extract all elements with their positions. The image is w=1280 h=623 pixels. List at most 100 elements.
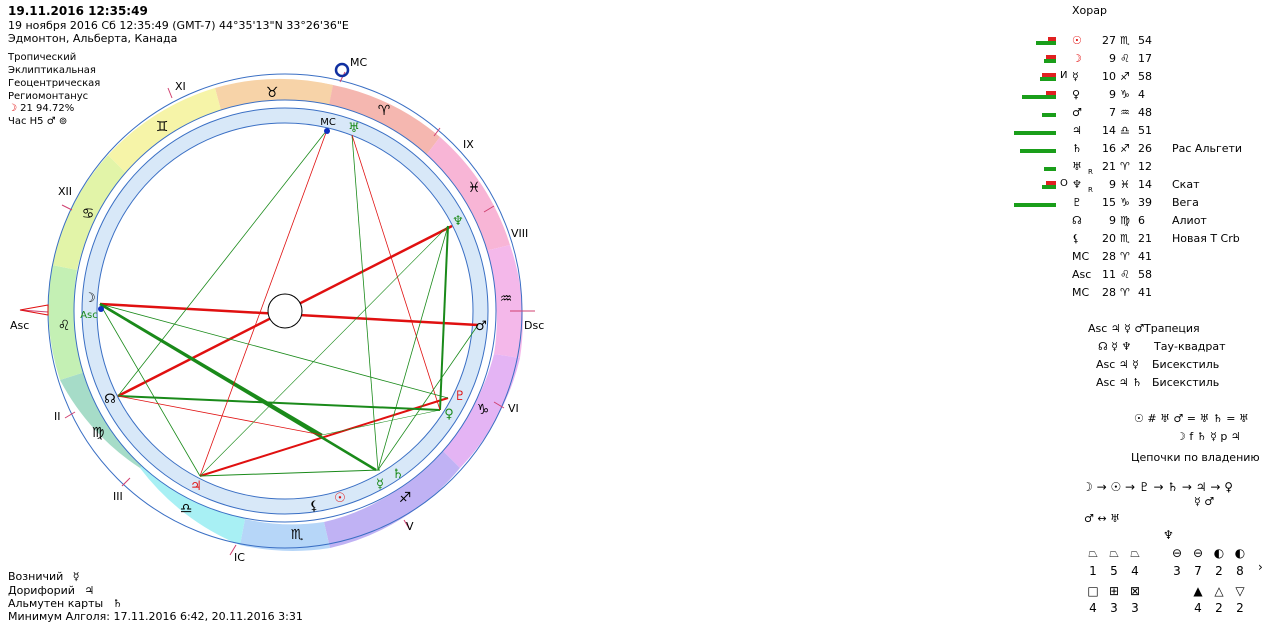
mutual-reception: ♂ ↔ ♅ <box>1084 512 1120 525</box>
ownership-chain: ☽ → ☉ → ♇ → ♄ → ♃ → ♀ <box>1082 480 1233 494</box>
horary-degree: 9 <box>1109 88 1116 101</box>
pisces-icon: ♓ <box>468 180 481 196</box>
ownership-chains-title: Цепочки по владению <box>1131 451 1260 464</box>
figure-count: 3 <box>1110 601 1118 615</box>
chart-datetime-location: 19 ноября 2016 Сб 12:35:49 (GMT-7) 44°35… <box>8 19 349 32</box>
house-numerals: XI XII II III V VI VIII IX <box>54 80 528 533</box>
retro-mark: R <box>1088 186 1093 194</box>
house-iii: III <box>113 490 123 503</box>
planets[interactable]: ☽ Asc MC ♅ ♆ ♂ ♇ ♀ ♄ ☿ ☉ ⚸ ♃ ☊ <box>80 117 487 514</box>
aquarius-icon: ♒ <box>500 291 513 307</box>
moon-phase: ☽ 21 94.72% <box>8 102 74 116</box>
horary-row: ☊ 9 ♍ 6 Алиот <box>1010 213 1270 231</box>
figure-shape-icon: ⊞ <box>1108 584 1120 598</box>
horary-sign-icon: ♌ <box>1120 268 1130 281</box>
horary-minutes: 41 <box>1138 286 1152 299</box>
dsc-label: Dsc <box>524 319 544 332</box>
configuration-item: Asc ♃ ☿ ♂Трапеция <box>1088 322 1200 335</box>
settings-zodiac: Тропический <box>8 52 77 63</box>
horary-minutes: 41 <box>1138 250 1152 263</box>
retro-mark: R <box>1088 168 1093 176</box>
horary-row: MC 28 ♈ 41 <box>1010 249 1270 267</box>
hour-label: Час Н5 <box>8 116 44 127</box>
horary-planet-icon: ♇ <box>1072 196 1082 209</box>
figure-shape-icon: ⊠ <box>1129 584 1141 598</box>
horary-degree: 21 <box>1102 160 1116 173</box>
hour-extra-icon: ⊚ <box>58 116 68 127</box>
horary-row: MC 28 ♈ 41 <box>1010 285 1270 303</box>
configuration-item: ☊ ☿ ♆ Тау-квадрат <box>1098 340 1226 353</box>
horary-minutes: 14 <box>1138 178 1152 191</box>
horary-row: ♇ 15 ♑ 39 Вега <box>1010 195 1270 213</box>
horary-minutes: 58 <box>1138 268 1152 281</box>
house-xii: XII <box>58 185 72 198</box>
relation-line-1: ☉ # ♅ ♂ = ♅ ♄ = ♅ <box>1134 412 1249 425</box>
lilith-planet-icon[interactable]: ⚸ <box>309 499 319 514</box>
horary-sign-icon: ♈ <box>1120 250 1130 263</box>
figure-count: 2 <box>1215 564 1223 578</box>
scroll-arrow[interactable]: › <box>1258 560 1263 574</box>
sign-glyphs: ♉ ♈ ♓ ♒ ♑ ♐ ♏ ♎ ♍ ♌ ♋ ♊ <box>58 85 513 543</box>
horary-planet-icon: ☊ <box>1072 214 1082 227</box>
horary-mark: И <box>1060 70 1068 81</box>
virgo-icon: ♍ <box>92 425 105 441</box>
chart-city: Эдмонтон, Альберта, Канада <box>8 32 178 45</box>
figure-count: 3 <box>1173 564 1181 578</box>
horary-planet-icon: ☉ <box>1072 34 1082 47</box>
saturn-planet-icon[interactable]: ♄ <box>392 467 404 482</box>
moon-icon: ☽ <box>8 103 17 114</box>
astro-wheel[interactable]: Asc Dsc MC IC XI XII II III V VI VIII IX… <box>0 55 560 565</box>
horary-title: Хорар <box>1072 4 1107 17</box>
neptune-planet-icon[interactable]: ♆ <box>452 214 464 229</box>
horary-planet-icon: ⚸ <box>1072 232 1081 245</box>
uranus-planet-icon[interactable]: ♅ <box>348 121 360 136</box>
leo-icon: ♌ <box>58 318 71 334</box>
horary-sign-icon: ♑ <box>1120 196 1130 209</box>
venus-planet-icon[interactable]: ♀ <box>444 407 454 422</box>
charioteer: Возничий ☿ <box>8 570 80 583</box>
horary-row: ♃ 14 ♎ 51 <box>1010 123 1270 141</box>
figure-shape-icon: □ <box>1087 584 1099 598</box>
figure-count: 1 <box>1089 564 1097 578</box>
node-planet-icon[interactable]: ☊ <box>104 392 116 407</box>
doryphory-label: Дорифорий <box>8 584 75 597</box>
figure-count: 8 <box>1236 564 1244 578</box>
horary-degree: 20 <box>1102 232 1116 245</box>
pluto-planet-icon[interactable]: ♇ <box>454 389 466 404</box>
horary-minutes: 4 <box>1138 88 1145 101</box>
figure-shape-icon: ◐ <box>1213 546 1225 560</box>
algol-minimum: Минимум Алголя: 17.11.2016 6:42, 20.11.2… <box>8 610 303 623</box>
horary-minutes: 21 <box>1138 232 1152 245</box>
mc-marker <box>334 62 350 78</box>
horary-minutes: 26 <box>1138 142 1152 155</box>
configuration-name: Бисекстиль <box>1152 376 1220 389</box>
settings-center: Геоцентрическая <box>8 78 101 89</box>
horary-row: ♅ R 21 ♈ 12 <box>1010 159 1270 177</box>
ownership-chain-sub: ☿ ♂ <box>1194 495 1215 508</box>
configuration-symbols: Asc ♃ ☿ <box>1096 358 1139 371</box>
configuration-name: Тау-квадрат <box>1154 340 1226 353</box>
mc-label: MC <box>350 56 367 69</box>
asc-label: Asc <box>10 319 29 332</box>
figure-shape-icon: ⏢ <box>1130 546 1140 560</box>
figure-count: 4 <box>1131 564 1139 578</box>
configuration-name: Трапеция <box>1144 322 1200 335</box>
horary-sign-icon: ♎ <box>1120 124 1130 137</box>
horary-sign-icon: ♍ <box>1120 214 1130 227</box>
horary-row: Asc 11 ♌ 58 <box>1010 267 1270 285</box>
mars-planet-icon[interactable]: ♂ <box>475 319 487 334</box>
mercury-planet-icon[interactable]: ☿ <box>376 477 384 492</box>
moon-planet-icon[interactable]: ☽ <box>84 291 96 306</box>
configuration-symbols: Asc ♃ ☿ ♂ <box>1088 322 1145 335</box>
cancer-icon: ♋ <box>82 206 95 222</box>
sun-planet-icon[interactable]: ☉ <box>334 491 346 506</box>
horary-degree: 9 <box>1109 214 1116 227</box>
horary-row: ☽ 9 ♌ 17 <box>1010 51 1270 69</box>
house-viii: VIII <box>511 227 528 240</box>
horary-row: ⚸ 20 ♏ 21 Новая Т Crb <box>1010 231 1270 249</box>
jupiter-planet-icon[interactable]: ♃ <box>190 479 202 494</box>
horary-sign-icon: ♐ <box>1120 70 1130 83</box>
neptune-icon: ♆ <box>1163 528 1174 542</box>
asc-dot <box>98 306 104 312</box>
horary-degree: 10 <box>1102 70 1116 83</box>
